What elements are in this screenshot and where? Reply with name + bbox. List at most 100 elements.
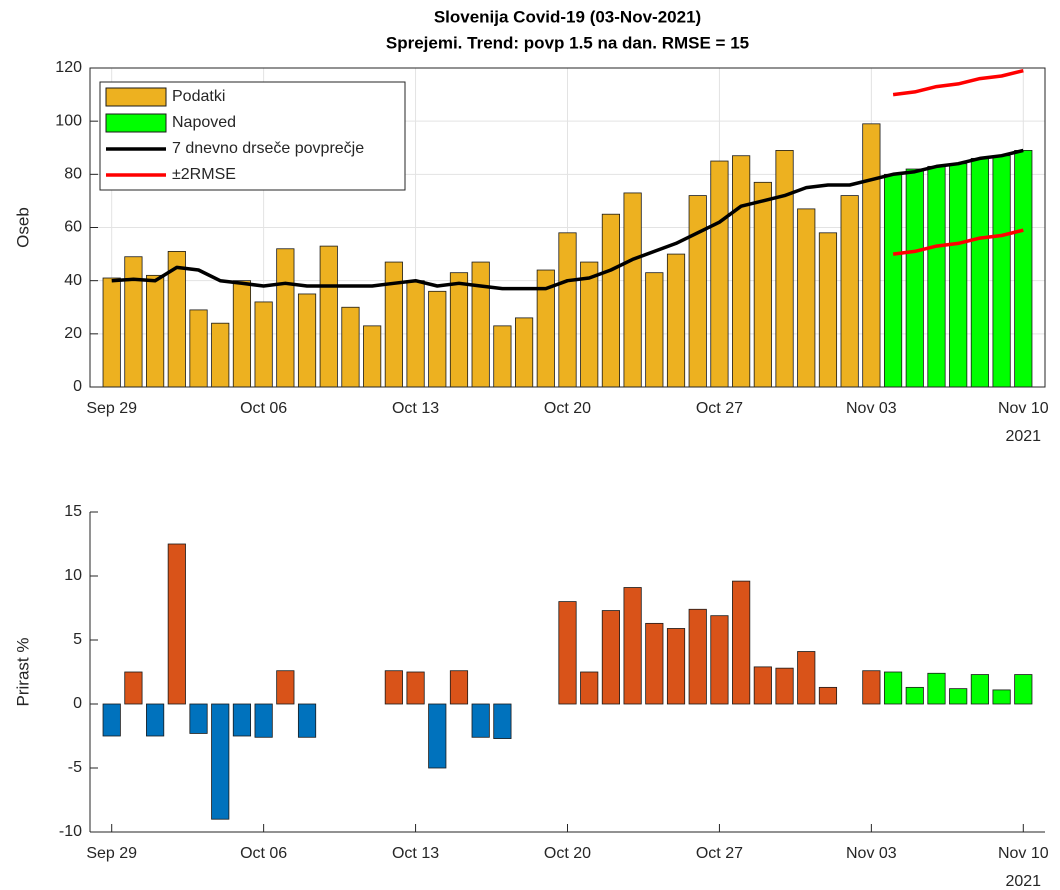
bar (1014, 150, 1033, 388)
x-year-label: 2021 (1005, 873, 1041, 890)
y-axis-label: Oseb (13, 207, 32, 248)
bar (775, 667, 794, 705)
bar (428, 703, 447, 769)
bar (384, 261, 403, 388)
bar (732, 155, 751, 388)
bar (1014, 674, 1033, 705)
legend-swatch (105, 87, 167, 107)
bar (146, 274, 165, 388)
bar (797, 651, 816, 705)
bar (818, 686, 838, 705)
bar (862, 123, 881, 388)
legend-swatch (105, 113, 167, 133)
x-tick-label: Nov 10 (998, 845, 1049, 862)
bar (840, 195, 859, 388)
y-tick-label: 20 (64, 325, 82, 342)
bar (927, 672, 946, 705)
bar (558, 232, 577, 388)
bar (428, 290, 447, 388)
bar (384, 670, 403, 705)
line (892, 228, 1024, 256)
bar (992, 689, 1011, 705)
x-tick-label: Oct 27 (696, 400, 743, 417)
bar (970, 674, 989, 705)
bar (558, 601, 577, 705)
bar (211, 703, 230, 820)
bar (406, 280, 425, 388)
bar (905, 686, 924, 705)
bar (276, 670, 295, 705)
bar (102, 277, 121, 388)
bar (753, 181, 772, 388)
bar (710, 615, 729, 705)
y-tick-label: 0 (73, 695, 82, 712)
bar (927, 165, 946, 388)
x-tick-label: Nov 03 (846, 400, 897, 417)
bar (102, 703, 121, 737)
bar (580, 261, 599, 388)
y-tick-label: 40 (64, 272, 82, 289)
bar (124, 671, 143, 705)
bar (645, 272, 664, 388)
bar (666, 628, 686, 705)
bar (232, 703, 252, 737)
bar (471, 703, 490, 738)
bar (883, 173, 903, 388)
y-tick-label: 100 (55, 112, 82, 129)
line (111, 148, 1024, 291)
line (892, 68, 1024, 97)
bar (297, 293, 317, 388)
y-tick-label: 80 (64, 166, 82, 183)
y-tick-label: -10 (59, 823, 82, 840)
y-tick-label: -5 (68, 759, 82, 776)
legend-label: Napoved (172, 114, 236, 131)
bar (449, 272, 469, 388)
bar (710, 160, 729, 388)
y-tick-label: 10 (64, 567, 82, 584)
bar (167, 543, 186, 705)
axes-box (89, 67, 1046, 388)
chart-title: Sprejemi. Trend: povp 1.5 na dan. RMSE =… (386, 33, 749, 52)
bar (580, 671, 599, 705)
y-axis-label: Prirast % (13, 638, 32, 707)
bar (493, 703, 512, 739)
x-tick-label: Oct 06 (240, 845, 287, 862)
y-tick-label: 120 (55, 59, 82, 76)
x-year-label: 2021 (1005, 428, 1041, 445)
y-tick-label: 0 (73, 378, 82, 395)
x-tick-label: Oct 27 (696, 845, 743, 862)
bar (688, 608, 707, 705)
legend-label: ±2RMSE (172, 166, 236, 183)
x-tick-label: Oct 20 (544, 400, 591, 417)
bar (211, 322, 230, 388)
legend-label: Podatki (172, 88, 225, 105)
bar (189, 309, 208, 388)
bar (862, 670, 881, 705)
bar (319, 245, 338, 388)
x-tick-label: Nov 03 (846, 845, 897, 862)
bar (688, 195, 707, 388)
x-tick-label: Nov 10 (998, 400, 1049, 417)
bar (883, 671, 903, 705)
y-tick-label: 15 (64, 503, 82, 520)
bar (992, 155, 1011, 388)
bar (970, 157, 989, 388)
bar (254, 301, 273, 388)
bar (797, 208, 816, 388)
bar (905, 168, 924, 388)
bar (449, 670, 469, 705)
y-tick-label: 60 (64, 219, 82, 236)
bar (732, 580, 751, 705)
x-tick-label: Oct 06 (240, 400, 287, 417)
bar (406, 671, 425, 705)
bar (297, 703, 317, 738)
x-tick-label: Oct 20 (544, 845, 591, 862)
x-tick-label: Sep 29 (86, 400, 137, 417)
bar (818, 232, 838, 388)
bar (601, 610, 620, 705)
legend-label: 7 dnevno drseče povprečje (172, 140, 364, 157)
bar (623, 192, 642, 388)
bar (645, 622, 664, 705)
bar (341, 306, 360, 388)
bar (276, 248, 295, 388)
